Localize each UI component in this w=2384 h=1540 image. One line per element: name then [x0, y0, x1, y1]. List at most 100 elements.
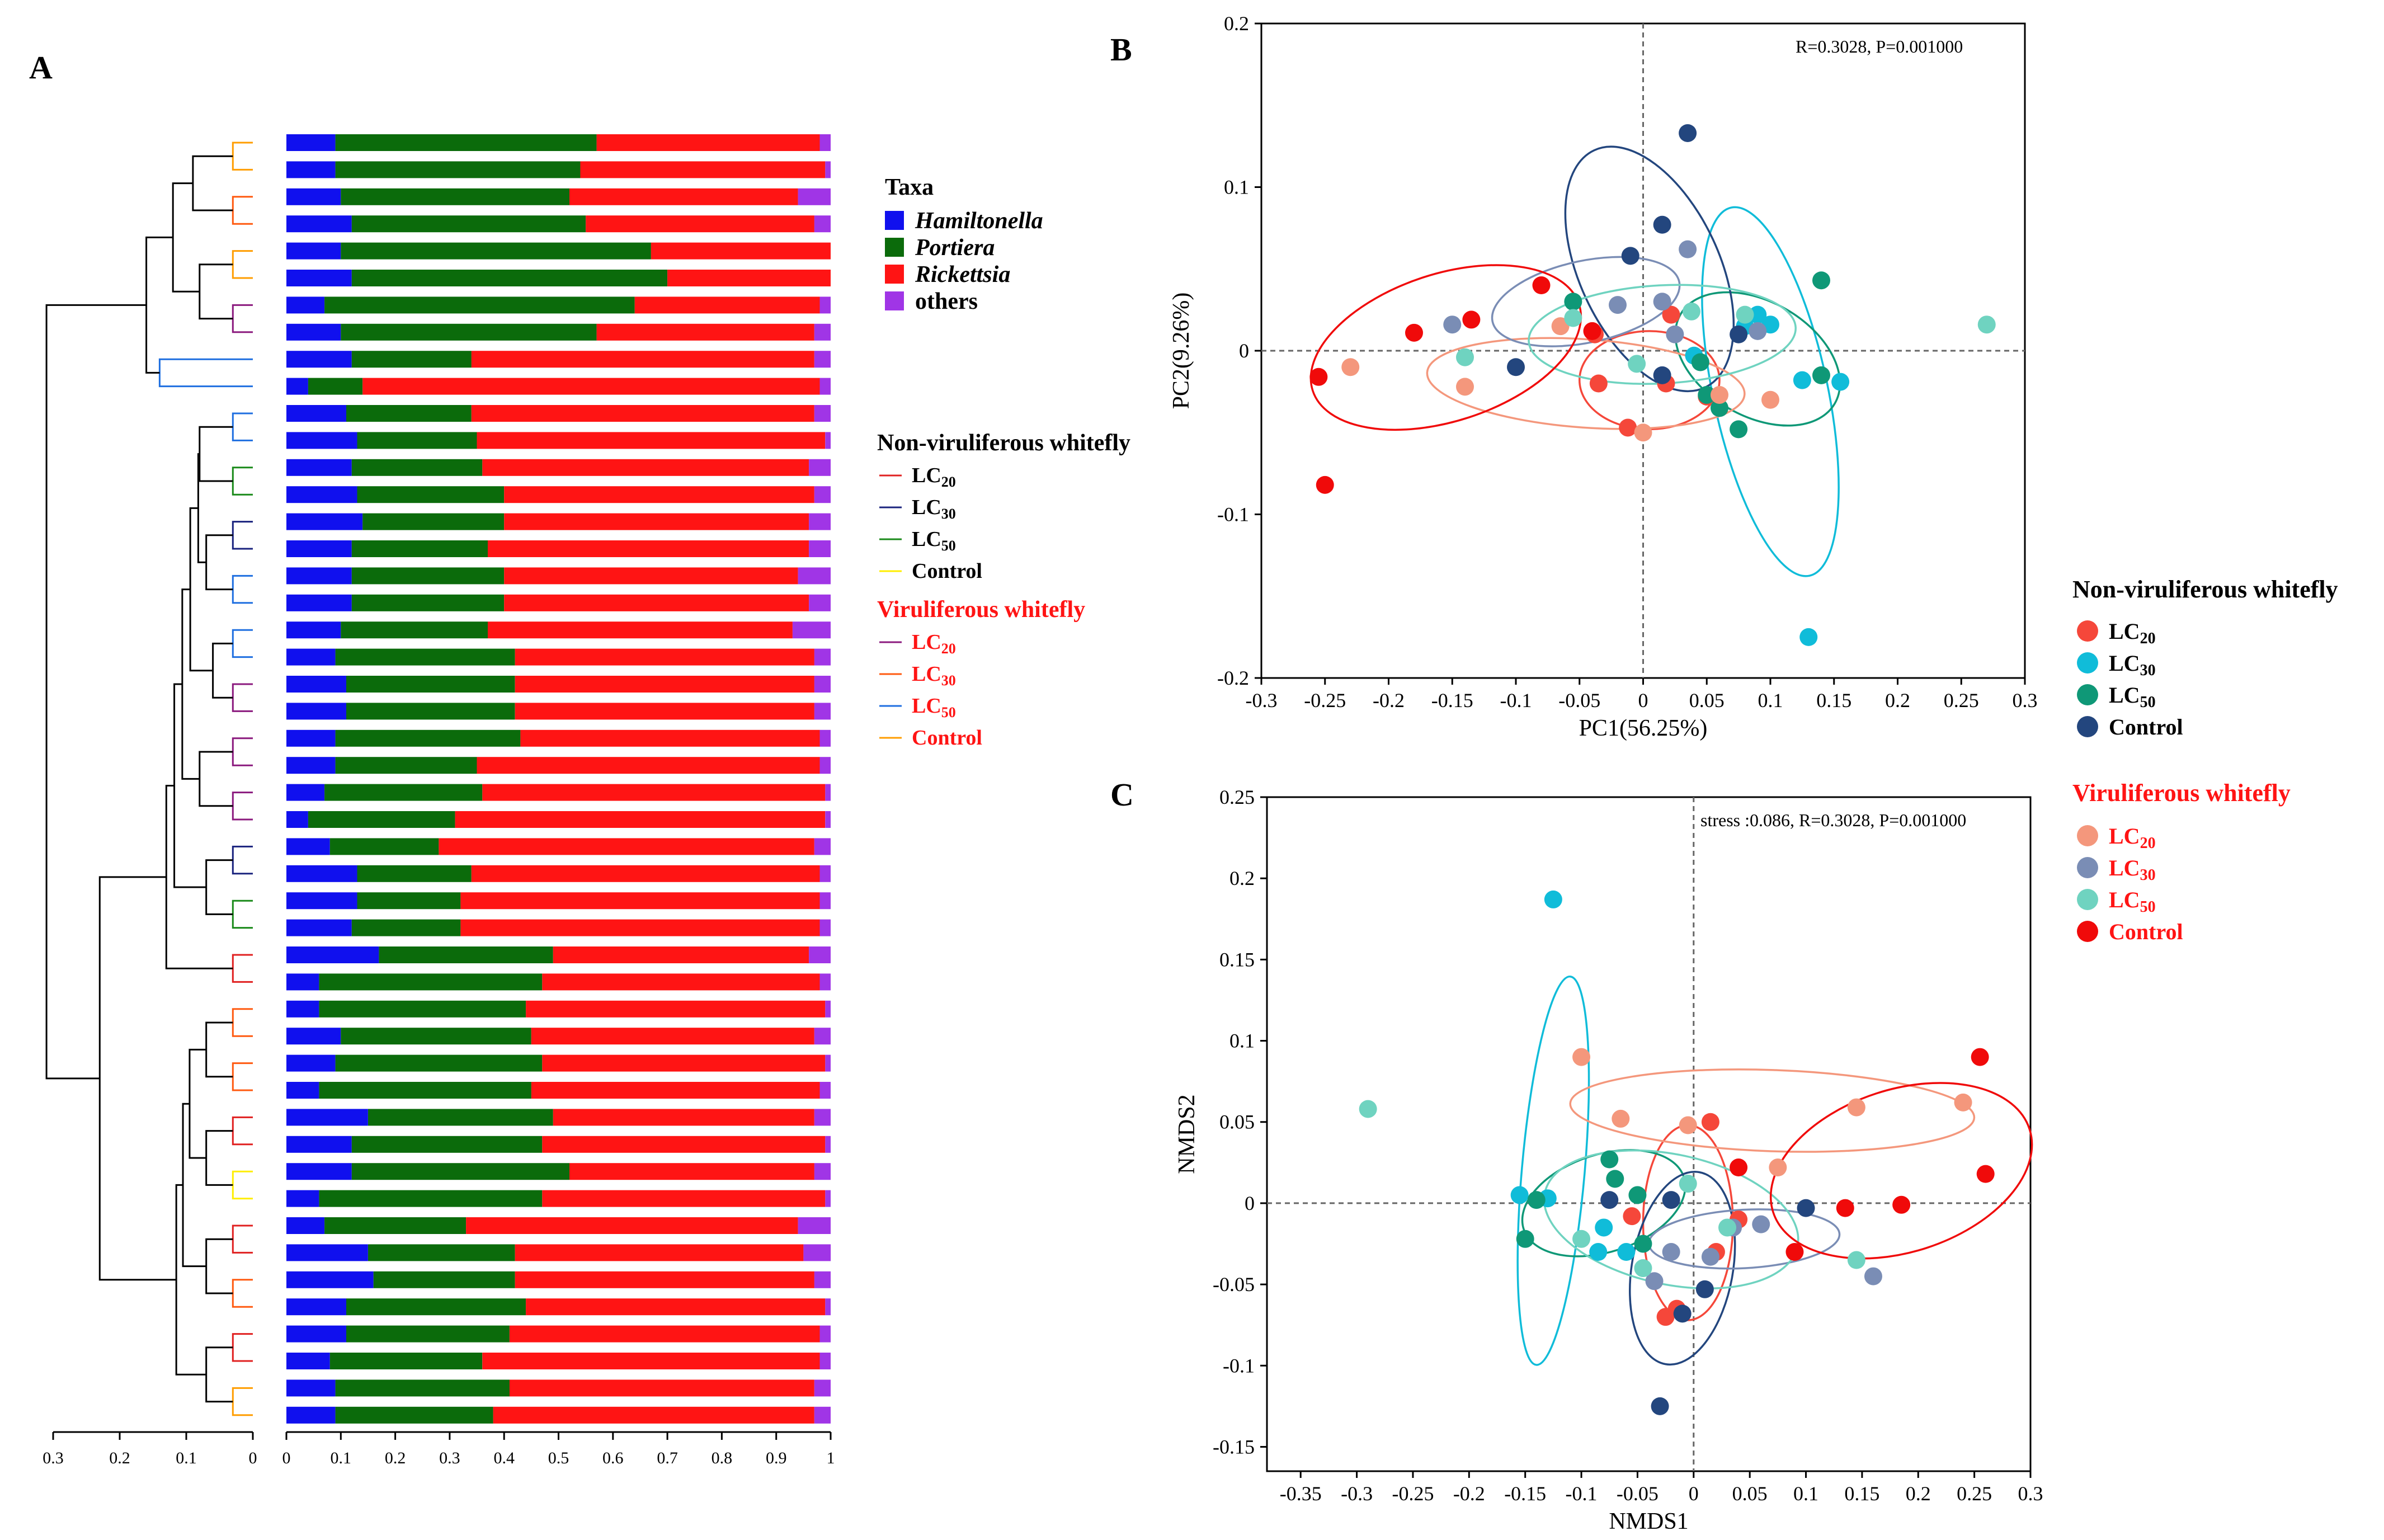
nmds-point-v_Control-0	[1730, 1158, 1748, 1177]
dendro-axis-tick-label: 0	[249, 1449, 257, 1467]
group-legend-nv-0-label: LC20	[912, 464, 956, 490]
nmds-annotation: stress :0.086, R=0.3028, P=0.001000	[1700, 810, 1966, 830]
nmds-point-v_LC50-4	[1718, 1218, 1737, 1237]
nmds-point-nv_Control-5	[1797, 1199, 1815, 1217]
pcoa-xtick-label: 0.25	[1944, 689, 1979, 712]
nmds-point-nv_LC50-3	[1606, 1170, 1624, 1188]
bar-6-others	[819, 296, 831, 314]
nmds-xtick-label: 0.1	[1793, 1482, 1818, 1505]
bar-25-others	[825, 811, 831, 828]
nmds-point-nv_Control-4	[1695, 1280, 1714, 1298]
dendro-leaf-branch	[232, 1170, 253, 1200]
bar-7-hamiltonella	[286, 323, 341, 341]
bar-12-hamiltonella	[286, 459, 352, 476]
bar-15-hamiltonella	[286, 540, 352, 557]
nmds-xlabel: NMDS1	[1609, 1509, 1688, 1534]
bar-26-hamiltonella	[286, 838, 330, 855]
bar-14-hamiltonella	[286, 513, 363, 530]
bar-30-rickettsia	[553, 946, 809, 963]
bar-40-portiera	[324, 1217, 467, 1234]
nmds-ytick-label: -0.05	[1213, 1273, 1255, 1296]
bar-42-rickettsia	[515, 1271, 814, 1288]
bar-39-others	[825, 1190, 831, 1207]
dendro-branch	[212, 642, 233, 699]
nmds-point-v_LC20-2	[1679, 1116, 1697, 1134]
bar-axis-tick-label: 0.7	[657, 1449, 678, 1467]
group-legend-v-2-label: LC50	[912, 694, 956, 720]
bar-8-rickettsia	[471, 351, 814, 368]
bar-7-rickettsia	[596, 323, 814, 341]
bar-44-others	[819, 1325, 831, 1343]
pcoa-ellipse-nv_LC50	[1674, 291, 1841, 427]
dendro-leaf-branch	[232, 1279, 253, 1308]
bar-axis-tick-label: 0.4	[493, 1449, 515, 1467]
nmds-point-v_LC30-1	[1701, 1247, 1719, 1266]
scatter-legend-nv-1-label: LC30	[2109, 651, 2156, 679]
nmds-ellipse-nv_Control	[1629, 1171, 1736, 1366]
nmds-point-v_LC30-0	[1662, 1243, 1680, 1261]
bar-20-hamiltonella	[286, 676, 346, 693]
dendro-leaf-branch	[232, 142, 253, 171]
nmds-point-nv_LC20-5	[1701, 1113, 1719, 1131]
pcoa-point-v_LC50-0	[1456, 348, 1474, 366]
nmds-ellipse-v_LC20	[1569, 1068, 1976, 1153]
bar-29-portiera	[351, 919, 461, 936]
pcoa-point-v_Control-5	[1583, 322, 1601, 340]
bar-45-portiera	[329, 1353, 483, 1369]
nmds-point-v_LC20-3	[1769, 1158, 1787, 1177]
nmds-point-v_LC50-0	[1359, 1100, 1377, 1118]
bar-9-others	[819, 378, 831, 395]
bar-32-portiera	[319, 1000, 526, 1018]
group-legend-v-0-label: LC20	[912, 630, 956, 657]
bar-27-hamiltonella	[286, 865, 357, 882]
bar-16-hamiltonella	[286, 567, 352, 585]
bar-38-hamiltonella	[286, 1163, 352, 1180]
nmds-point-nv_LC50-2	[1600, 1150, 1619, 1169]
dendro-branch	[192, 155, 233, 211]
pcoa-xtick-label: 0.05	[1689, 689, 1725, 712]
nmds-xtick-label: 0	[1689, 1482, 1699, 1505]
bar-28-rickettsia	[460, 892, 820, 910]
pcoa-xtick-label: -0.15	[1431, 689, 1473, 712]
dendro-branch	[205, 1238, 233, 1294]
dendro-branch	[205, 1130, 233, 1186]
bar-6-rickettsia	[634, 296, 820, 314]
bar-14-portiera	[362, 513, 505, 530]
nmds-point-v_Control-2	[1836, 1199, 1854, 1217]
dendro-branch	[199, 426, 233, 482]
bar-10-hamiltonella	[286, 405, 346, 422]
nmds-ytick-label: -0.1	[1223, 1354, 1255, 1377]
bar-22-rickettsia	[520, 729, 820, 747]
bar-21-portiera	[346, 703, 515, 720]
group-legend-v-3-label: Control	[912, 726, 982, 750]
bar-32-hamiltonella	[286, 1000, 319, 1018]
bar-36-rickettsia	[553, 1109, 814, 1126]
pcoa-point-nv_LC50-3	[1711, 399, 1728, 417]
scatter-legend-v-0-dot	[2077, 825, 2098, 846]
scatter-legend-nv-2-label: LC50	[2109, 682, 2156, 711]
bar-39-hamiltonella	[286, 1190, 319, 1207]
bar-29-others	[819, 919, 831, 936]
pcoa-point-nv_LC50-2	[1698, 385, 1716, 404]
bar-26-others	[814, 838, 831, 855]
nmds-point-v_LC20-5	[1954, 1093, 1972, 1112]
dendro-leaf-branch	[232, 304, 253, 333]
nmds-point-v_LC20-4	[1847, 1098, 1865, 1117]
bar-axis-tick-label: 0.9	[766, 1449, 787, 1467]
bar-19-others	[814, 648, 831, 666]
nmds-xtick-label: -0.15	[1504, 1482, 1546, 1505]
bar-40-rickettsia	[466, 1217, 798, 1234]
bar-24-hamiltonella	[286, 784, 325, 801]
bar-18-portiera	[341, 621, 488, 639]
bar-19-portiera	[335, 648, 515, 666]
bar-23-portiera	[335, 757, 477, 774]
bar-15-portiera	[351, 540, 488, 557]
bar-10-others	[814, 405, 831, 422]
bar-13-rickettsia	[504, 486, 814, 503]
pcoa-point-v_Control-1	[1316, 475, 1334, 494]
pcoa-xtick-label: 0.1	[1758, 689, 1783, 712]
nmds-point-v_LC30-4	[1864, 1267, 1882, 1285]
nmds-point-nv_LC30-2	[1544, 890, 1562, 908]
scatter-legend-nv-title: Non-viruliferous whitefly	[2072, 576, 2338, 603]
pcoa-xtick-label: 0.3	[2013, 689, 2038, 712]
